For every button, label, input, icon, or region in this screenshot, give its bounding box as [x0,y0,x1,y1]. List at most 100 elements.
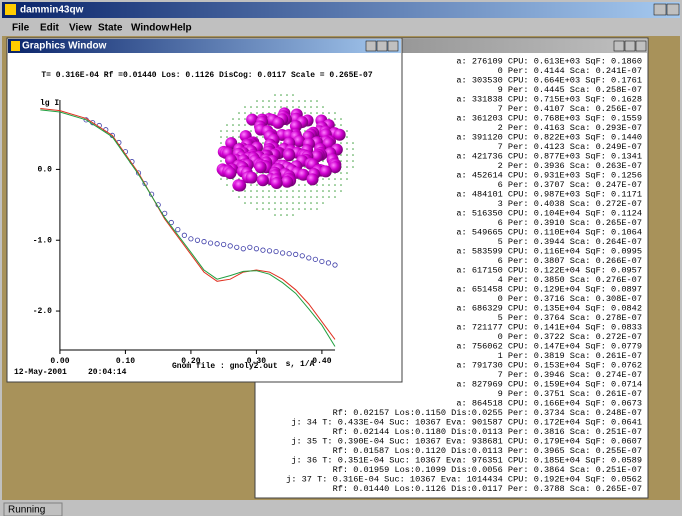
log-line: 9 Per: 0.4445 Sca: 0.258E-07 [498,85,642,95]
log-line: a: 583599 CPU: 0.116E+04 SqF: 0.0995 [456,246,642,256]
grid-dot [274,202,276,204]
menu-item[interactable]: View [69,23,92,34]
log-line: a: 276109 CPU: 0.613E+03 SqF: 0.1860 [456,56,642,66]
log-line: a: 549665 CPU: 0.110E+04 SqF: 0.1064 [456,227,642,237]
status-text: Running [8,505,45,516]
app-titlebar [2,2,680,18]
grid-dot [268,196,270,198]
grid-dot [232,124,234,126]
minimize-button[interactable] [614,41,624,51]
grid-dot [280,214,282,216]
menu-item[interactable]: File [12,23,30,34]
grid-dot [322,112,324,114]
footer-date: 12-May-2001 [14,368,67,377]
grid-dot [322,190,324,192]
grid-dot [220,130,222,132]
grid-dot [328,178,330,180]
grid-dot [226,136,228,138]
app-icon [5,4,16,15]
log-line: j: 34 T: 0.433E-04 Suc: 10367 Eva: 90158… [291,417,642,427]
minimize-button[interactable] [654,4,666,15]
menu-item[interactable]: Window [131,23,169,34]
grid-dot [274,112,276,114]
grid-dot [250,202,252,204]
grid-dot [292,100,294,102]
bead [272,117,284,129]
grid-dot [274,214,276,216]
menu-item[interactable]: State [98,23,123,34]
grid-dot [250,130,252,132]
grid-dot [346,154,348,156]
grid-dot [316,184,318,186]
y-tick-label: -1.0 [33,236,52,245]
menu-item[interactable]: Edit [40,23,60,34]
grid-dot [340,172,342,174]
grid-dot [316,106,318,108]
x-axis-label: s, 1/A [286,360,315,369]
grid-dot [244,190,246,192]
log-line: 6 Per: 0.3807 Sca: 0.266E-07 [498,256,642,266]
grid-dot [334,178,336,180]
grid-dot [250,196,252,198]
grid-dot [244,196,246,198]
grid-dot [256,196,258,198]
grid-dot [238,130,240,132]
grid-dot [220,136,222,138]
log-line: a: 827969 CPU: 0.159E+04 SqF: 0.0714 [456,379,642,389]
grid-dot [304,100,306,102]
grid-dot [322,184,324,186]
grid-dot [250,106,252,108]
close-button[interactable] [388,41,398,51]
grid-dot [316,196,318,198]
log-line: 0 Per: 0.3716 Sca: 0.308E-07 [498,294,642,304]
log-line: 5 Per: 0.3944 Sca: 0.264E-07 [498,237,642,247]
grid-dot [352,166,354,168]
log-line: Rf: 0.01440 Los:0.1126 Dis:0.0117 Per: 0… [333,484,642,494]
restore-button[interactable] [667,4,679,15]
x-tick-label: 0.40 [312,357,331,366]
close-button[interactable] [636,41,646,51]
grid-dot [334,190,336,192]
grid-dot [352,148,354,150]
maximize-button[interactable] [377,41,387,51]
grid-dot [250,112,252,114]
bead [257,174,269,186]
bead [281,176,293,188]
maximize-button[interactable] [625,41,635,51]
grid-dot [340,190,342,192]
log-line: a: 361203 CPU: 0.768E+03 SqF: 0.1559 [456,113,642,123]
grid-dot [268,208,270,210]
graphics-window [7,38,402,382]
grid-dot [286,196,288,198]
log-line: Rf: 0.01587 Los:0.1120 Dis:0.0113 Per: 0… [333,446,642,456]
grid-dot [268,100,270,102]
grid-dot [262,100,264,102]
grid-dot [286,190,288,192]
grid-dot [322,202,324,204]
minimize-button[interactable] [366,41,376,51]
grid-dot [328,196,330,198]
grid-dot [298,184,300,186]
bead [271,177,283,189]
grid-dot [244,118,246,120]
grid-dot [292,214,294,216]
grid-dot [346,148,348,150]
grid-dot [244,124,246,126]
grid-dot [256,106,258,108]
grid-dot [292,208,294,210]
menu-item[interactable]: Help [170,23,192,34]
log-line: a: 303530 CPU: 0.664E+03 SqF: 0.1761 [456,75,642,85]
grid-dot [286,208,288,210]
grid-dot [316,208,318,210]
bead [307,173,319,185]
grid-dot [280,100,282,102]
y-tick-label: 0.0 [38,166,53,175]
grid-dot [238,136,240,138]
grid-dot [298,196,300,198]
log-line: a: 391120 CPU: 0.822E+03 SqF: 0.1440 [456,132,642,142]
grid-dot [286,94,288,96]
grid-dot [298,202,300,204]
window-icon [11,41,20,51]
log-line: a: 421736 CPU: 0.877E+03 SqF: 0.1341 [456,151,642,161]
grid-dot [280,202,282,204]
